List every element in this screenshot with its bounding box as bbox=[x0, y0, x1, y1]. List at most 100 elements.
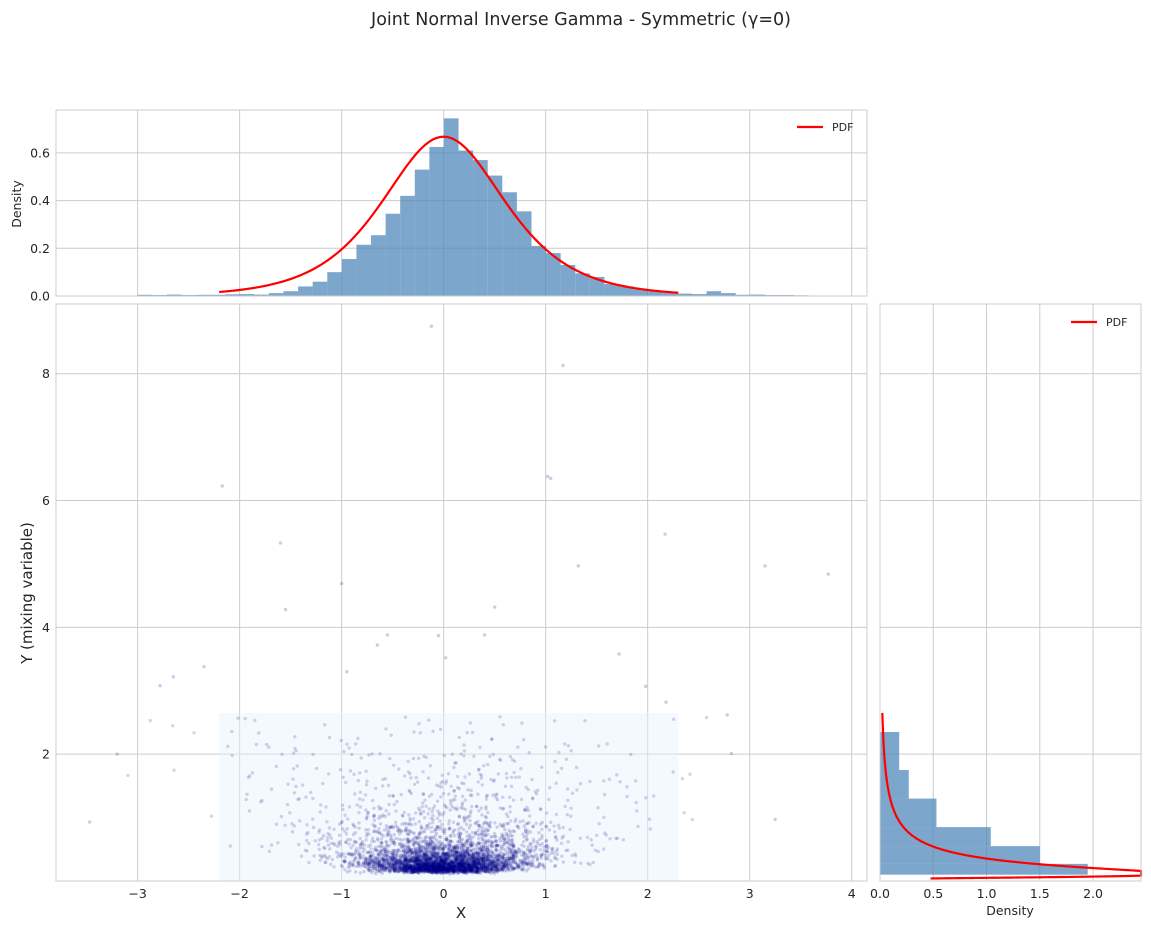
scatter-point bbox=[430, 864, 434, 869]
scatter-point bbox=[293, 746, 297, 750]
scatter-point bbox=[497, 757, 502, 761]
scatter-point bbox=[398, 862, 402, 866]
scatter-point bbox=[360, 863, 364, 867]
scatter-point bbox=[424, 863, 428, 867]
scatter-point bbox=[426, 812, 430, 816]
scatter-point bbox=[447, 866, 451, 870]
scatter-point bbox=[413, 841, 417, 845]
scatter-point bbox=[436, 856, 441, 860]
scatter-point bbox=[430, 825, 434, 830]
scatter-point bbox=[493, 793, 498, 797]
scatter-point bbox=[633, 779, 638, 783]
scatter-point bbox=[347, 852, 352, 856]
scatter-point bbox=[379, 837, 384, 841]
scatter-point bbox=[588, 779, 592, 784]
scatter-point bbox=[412, 730, 416, 734]
scatter-point bbox=[391, 856, 395, 861]
scatter-point bbox=[414, 836, 418, 840]
scatter-point bbox=[492, 869, 496, 873]
scatter-point bbox=[340, 865, 345, 869]
scatter-point bbox=[406, 859, 410, 863]
scatter-point bbox=[381, 858, 386, 862]
scatter-point bbox=[336, 844, 340, 848]
scatter-point bbox=[327, 735, 332, 740]
scatter-point bbox=[429, 861, 433, 865]
scatter-point bbox=[406, 854, 411, 859]
scatter-point bbox=[602, 847, 606, 851]
scatter-point bbox=[328, 847, 332, 851]
scatter-point bbox=[477, 836, 481, 841]
scatter-point-outlier bbox=[375, 643, 380, 647]
scatter-point bbox=[429, 830, 434, 834]
scatter-point bbox=[230, 753, 234, 758]
scatter-point bbox=[508, 863, 513, 867]
scatter-point bbox=[493, 857, 497, 861]
scatter-point bbox=[428, 864, 432, 868]
top-histogram-bar bbox=[225, 294, 240, 296]
scatter-point bbox=[420, 849, 424, 853]
scatter-point bbox=[460, 781, 464, 785]
scatter-point bbox=[411, 859, 416, 863]
scatter-point bbox=[415, 862, 420, 867]
scatter-point bbox=[462, 865, 466, 869]
scatter-point bbox=[536, 788, 540, 792]
scatter-point bbox=[359, 841, 363, 846]
scatter-point bbox=[491, 860, 495, 864]
scatter-point bbox=[495, 865, 499, 869]
scatter-point bbox=[521, 860, 526, 864]
scatter-point bbox=[463, 843, 467, 847]
scatter-point bbox=[365, 814, 369, 818]
scatter-point bbox=[481, 869, 486, 873]
scatter-point bbox=[434, 865, 438, 869]
scatter-point bbox=[457, 735, 461, 739]
scatter-point bbox=[491, 861, 495, 865]
scatter-point bbox=[579, 861, 583, 865]
scatter-point bbox=[453, 846, 457, 850]
scatter-point bbox=[307, 860, 311, 865]
scatter-point bbox=[486, 810, 490, 815]
scatter-point bbox=[444, 862, 448, 866]
scatter-point bbox=[357, 859, 361, 863]
scatter-point bbox=[404, 845, 408, 849]
scatter-point bbox=[462, 781, 466, 786]
scatter-point bbox=[452, 867, 457, 871]
scatter-point bbox=[391, 862, 395, 866]
scatter-point bbox=[375, 857, 379, 861]
scatter-point bbox=[441, 865, 446, 869]
scatter-point bbox=[495, 825, 499, 829]
scatter-point-outlier bbox=[115, 752, 119, 756]
scatter-point bbox=[418, 868, 422, 873]
scatter-point bbox=[413, 865, 417, 869]
scatter-point bbox=[450, 853, 454, 857]
scatter-point bbox=[431, 846, 435, 850]
scatter-point bbox=[453, 797, 457, 802]
scatter-point bbox=[425, 867, 430, 872]
scatter-point bbox=[495, 865, 500, 869]
scatter-point bbox=[448, 808, 452, 812]
top-histogram-bar bbox=[371, 235, 386, 296]
scatter-point bbox=[511, 859, 516, 864]
scatter-point bbox=[425, 863, 430, 867]
scatter-point bbox=[476, 768, 481, 772]
scatter-point bbox=[418, 812, 423, 816]
scatter-point bbox=[510, 858, 514, 862]
scatter-point bbox=[470, 804, 474, 809]
scatter-point bbox=[507, 828, 511, 833]
scatter-point bbox=[484, 805, 488, 809]
scatter-point bbox=[508, 755, 513, 759]
scatter-point bbox=[413, 866, 417, 871]
scatter-point bbox=[477, 823, 481, 828]
scatter-point bbox=[377, 827, 381, 831]
scatter-point bbox=[394, 809, 398, 813]
scatter-point bbox=[432, 853, 436, 858]
scatter-point bbox=[305, 838, 309, 843]
scatter-point bbox=[545, 811, 549, 815]
scatter-point bbox=[358, 864, 363, 868]
scatter-point bbox=[423, 829, 427, 834]
scatter-point bbox=[342, 859, 347, 863]
scatter-point bbox=[425, 861, 429, 866]
scatter-point bbox=[364, 857, 368, 861]
scatter-point bbox=[486, 867, 490, 872]
scatter-point bbox=[487, 856, 491, 860]
scatter-point bbox=[467, 772, 472, 776]
